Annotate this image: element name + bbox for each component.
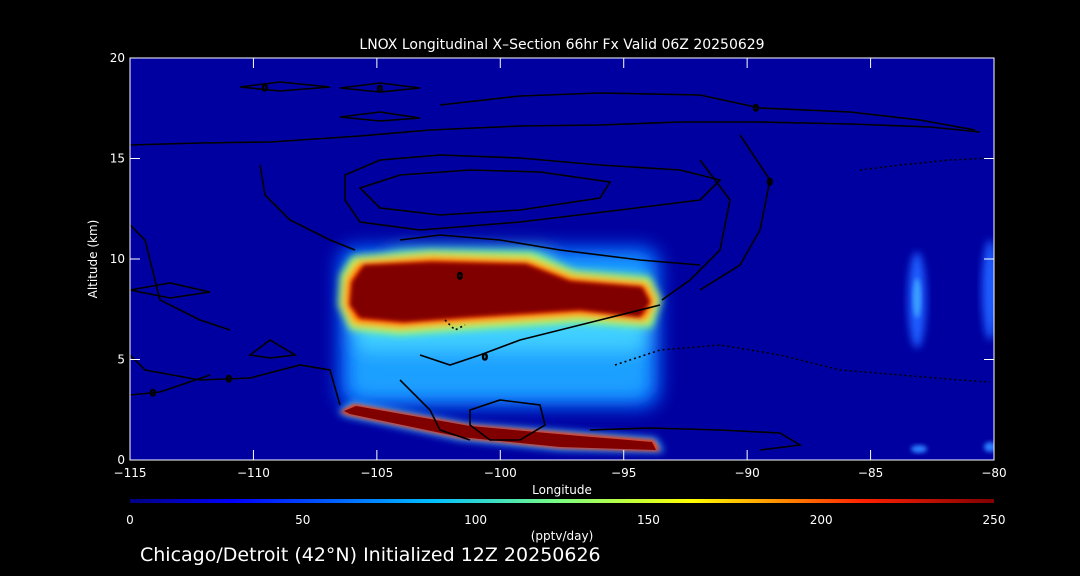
contour-line (859, 157, 991, 171)
contour-label: 0 (377, 85, 383, 95)
contour-line (247, 339, 298, 359)
contour-line (130, 224, 231, 331)
contour-line (699, 134, 771, 291)
y-tick-label: 20 (110, 51, 125, 65)
contour-line (344, 154, 722, 231)
colorbar-tick-label: 100 (464, 513, 487, 527)
colorbar-bar (130, 499, 994, 503)
contour-line (399, 379, 471, 441)
contour-label: 0 (753, 104, 759, 114)
colorbar-ticks: 0 50 100 150 200 250 (126, 513, 1005, 527)
x-axis: −115 −110 −105 −100 −95 −90 −85 −80 (114, 58, 1007, 480)
contour-line (239, 81, 331, 92)
y-axis: 0 5 10 15 20 (110, 51, 994, 467)
contour-line (399, 234, 701, 266)
x-tick-label: −90 (734, 466, 759, 480)
colorbar: 0 50 100 150 200 250 (pptv/day) (126, 499, 1005, 543)
contour-line (339, 111, 421, 122)
x-tick-label: −115 (114, 466, 147, 480)
contour-line (614, 344, 991, 383)
y-tick-label: 5 (117, 353, 125, 367)
contour-line (469, 399, 546, 441)
contour-line (130, 374, 211, 396)
y-tick-label: 15 (110, 152, 125, 166)
x-tick-label: −85 (858, 466, 883, 480)
contour-lines: 0 0 0 0 0 0 0 0 (130, 81, 991, 451)
chart-title: LNOX Longitudinal X–Section 66hr Fx Vali… (359, 37, 764, 53)
x-tick-label: −105 (360, 466, 393, 480)
y-axis-label: Altitude (km) (86, 220, 100, 299)
contour-label: 0 (262, 84, 268, 94)
east-surface-spot-2 (984, 442, 994, 452)
surface-max (338, 402, 664, 452)
footer-caption: Chicago/Detroit (42°N) Initialized 12Z 2… (140, 544, 601, 566)
contour-line (444, 319, 466, 331)
y-tick-label: 0 (117, 453, 125, 467)
colorbar-tick-label: 200 (810, 513, 833, 527)
contour-line (130, 121, 981, 146)
contour-line (661, 159, 731, 301)
colorbar-tick-label: 0 (126, 513, 134, 527)
colorbar-tick-label: 50 (295, 513, 310, 527)
contour-label: 0 (767, 178, 773, 188)
east-column-1-core (913, 278, 921, 318)
contour-line (339, 82, 421, 93)
colorbar-tick-label: 150 (637, 513, 660, 527)
x-axis-label: Longitude (532, 483, 592, 497)
heat-field (338, 240, 994, 453)
contour-line (419, 304, 661, 366)
east-column-2 (982, 240, 994, 340)
x-tick-label: −110 (237, 466, 270, 480)
contour-line (589, 427, 803, 451)
colorbar-label: (pptv/day) (531, 529, 594, 543)
colorbar-tick-label: 250 (983, 513, 1006, 527)
x-tick-label: −95 (611, 466, 636, 480)
x-tick-label: −100 (484, 466, 517, 480)
contour-line (259, 164, 356, 251)
contour-label: 0 (150, 389, 156, 399)
east-surface-spot-1 (911, 445, 927, 453)
contour-line (130, 282, 211, 299)
contour-label: 0 (482, 353, 488, 363)
contour-label: 0 (457, 272, 463, 282)
contour-line (439, 92, 976, 131)
contour-label: 0 (226, 375, 232, 385)
upper-max-core (350, 262, 650, 322)
contour-line (358, 169, 612, 216)
x-tick-label: −80 (981, 466, 1006, 480)
y-tick-label: 10 (110, 252, 125, 266)
contour-line (130, 354, 341, 406)
